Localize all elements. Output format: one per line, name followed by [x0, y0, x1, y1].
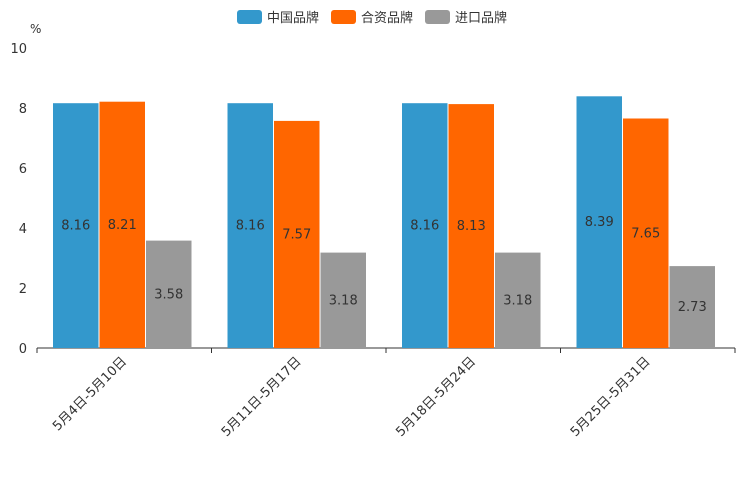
data-label-s2-c1: 3.18 — [329, 293, 358, 308]
bar-s0-c3 — [576, 96, 622, 348]
y-tick-label-2: 4 — [19, 222, 27, 237]
y-tick-label-5: 10 — [10, 42, 27, 57]
data-label-s1-c3: 7.65 — [631, 226, 660, 241]
legend-label-china-brand: 中国品牌 — [266, 11, 319, 26]
data-label-s2-c0: 3.58 — [154, 287, 183, 302]
y-tick-label-4: 8 — [19, 102, 27, 117]
data-label-s0-c2: 8.16 — [410, 219, 439, 234]
legend-swatch-joint-venture-brand — [330, 9, 356, 24]
x-category-label-0: 5月4日-5月10日 — [50, 354, 130, 434]
bar-s2-c2 — [495, 252, 541, 348]
legend-item-import-brand[interactable]: 进口品牌 — [425, 7, 507, 26]
bar-s0-c0 — [53, 103, 99, 348]
legend-label-joint-venture-brand: 合资品牌 — [360, 11, 413, 26]
bar-s2-c1 — [320, 252, 366, 348]
data-label-s1-c2: 8.13 — [457, 219, 486, 234]
data-label-s2-c2: 3.18 — [503, 293, 532, 308]
legend-swatch-import-brand — [425, 9, 450, 24]
x-category-label-3: 5月25日-5月31日 — [568, 354, 654, 440]
bar-s2-c3 — [669, 266, 715, 348]
bar-s2-c0 — [146, 240, 192, 348]
legend: 中国品牌 合资品牌 进口品牌 — [0, 7, 744, 26]
legend-item-joint-venture-brand[interactable]: 合资品牌 — [330, 7, 413, 26]
legend-swatch-china-brand — [236, 9, 262, 24]
bar-s1-c3 — [623, 118, 669, 348]
data-label-s0-c3: 8.39 — [585, 215, 614, 230]
bar-s0-c2 — [402, 103, 448, 348]
y-tick-label-1: 2 — [19, 282, 27, 297]
bar-s1-c1 — [274, 120, 320, 349]
x-category-label-1: 5月11日-5月17日 — [219, 354, 305, 440]
y-axis-unit: % — [30, 22, 42, 36]
x-category-label-2: 5月18日-5月24日 — [393, 354, 479, 440]
legend-label-import-brand: 进口品牌 — [455, 11, 508, 26]
bar-s0-c1 — [227, 103, 273, 348]
data-label-s1-c0: 8.21 — [108, 218, 137, 233]
y-tick-label-0: 0 — [19, 342, 27, 357]
bar-s1-c0 — [99, 101, 145, 348]
data-label-s1-c1: 7.57 — [282, 227, 311, 242]
data-label-s0-c1: 8.16 — [236, 219, 265, 234]
bar-s1-c2 — [448, 104, 494, 348]
data-label-s0-c0: 8.16 — [61, 219, 90, 234]
y-tick-label-3: 6 — [19, 162, 27, 177]
legend-item-china-brand[interactable]: 中国品牌 — [236, 7, 319, 26]
data-label-s2-c3: 2.73 — [678, 300, 707, 315]
